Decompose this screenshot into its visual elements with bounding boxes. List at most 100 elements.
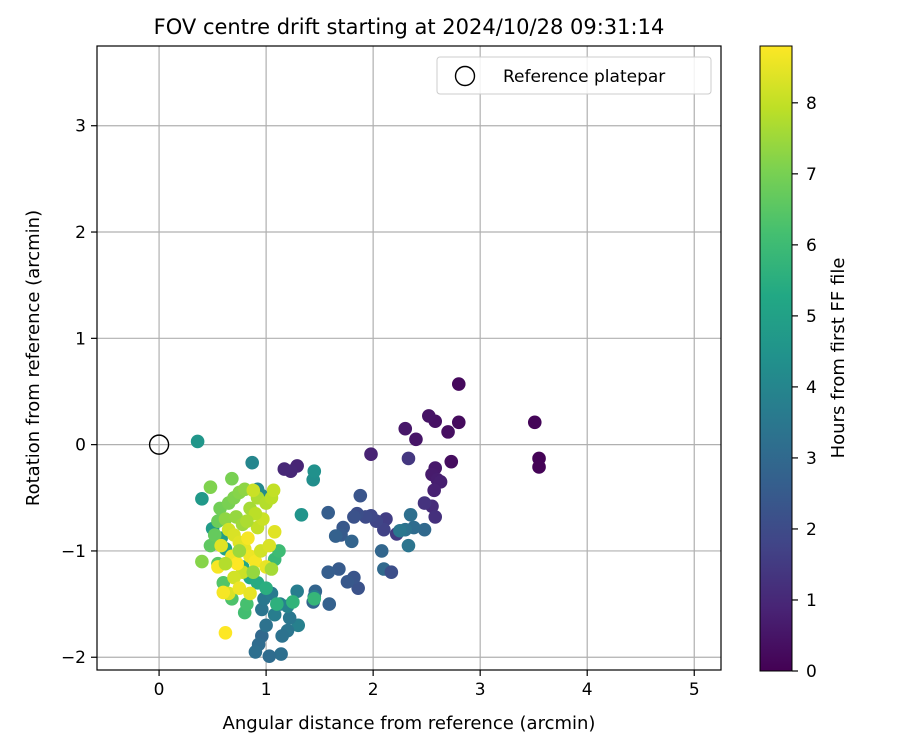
legend: Reference platepar xyxy=(436,56,712,95)
colorbar-tick-label: 6 xyxy=(806,236,817,256)
data-point xyxy=(527,415,542,430)
data-point xyxy=(422,409,436,423)
data-point xyxy=(282,611,297,625)
colorbar-tick-label: 4 xyxy=(806,378,817,398)
data-point xyxy=(393,523,407,538)
data-point xyxy=(344,534,359,549)
data-point xyxy=(328,529,343,543)
data-point xyxy=(262,538,277,553)
data-point xyxy=(451,415,466,430)
data-point xyxy=(218,512,233,526)
data-point xyxy=(264,562,279,576)
data-point xyxy=(374,544,389,558)
y-tick-label: −2 xyxy=(61,648,86,668)
legend-reference-marker xyxy=(454,65,476,87)
x-axis-label: Angular distance from reference (arcmin) xyxy=(223,713,596,734)
data-point xyxy=(351,581,365,595)
x-tick-label: 3 xyxy=(475,680,486,700)
y-tick-label: 1 xyxy=(75,329,86,349)
colorbar-gradient xyxy=(759,45,793,672)
data-point xyxy=(241,531,255,545)
data-point xyxy=(232,581,247,595)
data-point xyxy=(267,525,282,539)
data-point xyxy=(267,607,282,622)
data-point xyxy=(417,496,432,510)
data-point xyxy=(195,492,209,506)
data-point xyxy=(427,483,441,498)
x-tick-label: 5 xyxy=(689,680,700,700)
data-point xyxy=(240,597,254,611)
colorbar-ticks: 0 1 2 3 4 5 6 7 8 xyxy=(792,94,817,682)
data-point xyxy=(246,483,261,498)
data-point xyxy=(248,645,263,659)
data-point xyxy=(532,460,546,474)
data-point xyxy=(340,574,355,589)
grid xyxy=(97,46,721,670)
colorbar-tick-label: 2 xyxy=(806,520,817,540)
reference-marker-layer xyxy=(148,434,170,455)
data-point xyxy=(286,595,300,609)
data-point xyxy=(403,507,418,522)
data-point xyxy=(246,565,261,580)
data-point xyxy=(401,538,416,553)
data-point xyxy=(240,514,254,528)
colorbar-label: Hours from first FF file xyxy=(828,258,849,459)
data-point xyxy=(322,597,337,611)
colorbar-tick-label: 7 xyxy=(806,165,817,185)
data-point xyxy=(259,618,273,633)
y-tick-label: 3 xyxy=(75,117,86,137)
y-axis-label: Rotation from reference (arcmin) xyxy=(23,210,44,506)
data-point xyxy=(428,510,443,524)
colorbar-tick-label: 5 xyxy=(806,307,817,327)
data-point xyxy=(245,455,259,470)
data-point xyxy=(232,544,247,558)
x-axis-ticks: 0 1 2 3 4 5 xyxy=(154,670,700,700)
x-tick-label: 4 xyxy=(582,680,593,700)
data-point xyxy=(203,480,218,494)
data-point xyxy=(243,586,257,601)
data-point xyxy=(225,471,239,486)
y-tick-label: 0 xyxy=(75,436,86,456)
data-point xyxy=(398,421,413,436)
data-point xyxy=(275,629,289,643)
y-axis-ticks: −2 −1 0 1 2 3 xyxy=(61,117,97,668)
data-point xyxy=(216,576,231,590)
colorbar-tick-label: 8 xyxy=(806,94,817,114)
data-point xyxy=(353,488,368,503)
data-point xyxy=(409,432,423,447)
data-point xyxy=(266,483,281,498)
x-tick-label: 1 xyxy=(261,680,272,700)
colorbar: 0 1 2 3 4 5 6 7 8 Hours from first FF file xyxy=(759,45,849,682)
data-point xyxy=(274,647,288,661)
data-point xyxy=(216,585,231,600)
data-point xyxy=(307,591,322,606)
data-point xyxy=(321,565,335,580)
x-tick-label: 2 xyxy=(368,680,379,700)
data-point xyxy=(290,584,304,599)
data-point xyxy=(195,554,209,569)
data-point xyxy=(262,649,277,663)
data-point xyxy=(321,505,335,520)
data-point xyxy=(277,462,292,476)
data-point xyxy=(214,538,228,553)
data-point xyxy=(451,377,466,391)
data-point xyxy=(417,522,432,537)
data-point xyxy=(190,434,205,449)
data-point xyxy=(401,451,416,466)
plot-frame xyxy=(96,45,722,671)
data-point xyxy=(207,528,222,542)
data-point xyxy=(364,447,378,462)
legend-box xyxy=(436,56,712,95)
data-point xyxy=(203,538,218,553)
data-point xyxy=(248,554,263,569)
data-point xyxy=(441,425,455,439)
colorbar-tick-label: 1 xyxy=(806,591,817,611)
data-point xyxy=(218,556,233,571)
x-tick-label: 0 xyxy=(154,680,165,700)
y-tick-label: −1 xyxy=(61,542,86,562)
data-point xyxy=(384,565,399,580)
reference-platepar-marker xyxy=(148,434,170,455)
data-point xyxy=(255,602,269,617)
data-points xyxy=(190,377,546,663)
